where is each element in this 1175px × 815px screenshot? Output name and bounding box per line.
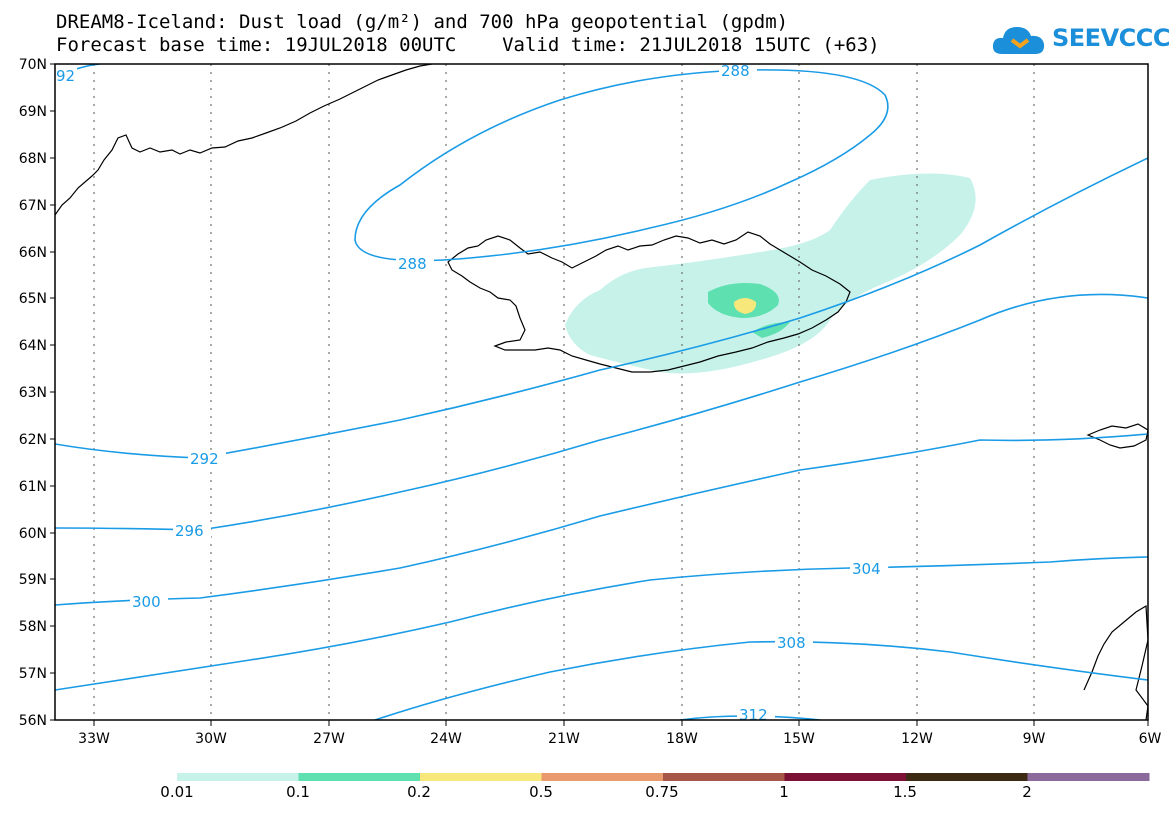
- greenland-coast: [55, 64, 433, 216]
- legend-label: 0.2: [407, 783, 431, 801]
- lat-label: 61N: [19, 479, 47, 495]
- scotland-coast: [1083, 604, 1148, 720]
- lat-label: 59N: [19, 572, 47, 588]
- coastlines: [55, 64, 1148, 720]
- lon-label: 27W: [313, 731, 345, 747]
- contour-labels: 92 288 288 292 296 300 304 308 312: [55, 62, 888, 724]
- lat-label: 63N: [19, 385, 47, 401]
- legend-label: 2: [1022, 783, 1032, 801]
- lon-label: 9W: [1023, 731, 1046, 747]
- contour-label-308: 308: [777, 634, 806, 652]
- contour-label-312: 312: [739, 706, 768, 724]
- legend-label: 1: [779, 783, 789, 801]
- lon-label: 33W: [78, 731, 110, 747]
- legend-colorbar: [177, 773, 1150, 781]
- uk-coast: [1086, 423, 1148, 449]
- dust-area-0.01: [565, 173, 976, 374]
- legend-swatch: [420, 773, 542, 781]
- latitude-labels: 70N 69N 68N 67N 66N 65N 64N 63N 62N 61N …: [19, 57, 47, 729]
- map-subtitle: Forecast base time: 19JUL2018 00UTC Vali…: [56, 34, 880, 56]
- lon-label: 18W: [666, 731, 698, 747]
- cloud-icon: [992, 27, 1045, 54]
- legend-label: 0.01: [160, 783, 193, 801]
- lat-label: 62N: [19, 432, 47, 448]
- longitude-labels: 33W 30W 27W 24W 21W 18W 15W 12W 9W 6W: [78, 731, 1161, 747]
- legend-label: 0.1: [286, 783, 310, 801]
- legend-label: 1.5: [893, 783, 917, 801]
- contour-label-304: 304: [852, 560, 881, 578]
- lat-label: 70N: [19, 57, 47, 73]
- graticule: [93, 64, 1035, 720]
- contour-304: [55, 556, 1148, 691]
- lat-label: 60N: [19, 526, 47, 542]
- lat-label: 56N: [19, 713, 47, 729]
- lat-label: 64N: [19, 338, 47, 354]
- axis-ticks: [50, 63, 1149, 726]
- legend-swatch: [906, 773, 1028, 781]
- lon-label: 30W: [195, 731, 227, 747]
- lat-label: 67N: [19, 198, 47, 214]
- logo-text: SEEVCCC: [1052, 24, 1171, 52]
- map-title: DREAM8-Iceland: Dust load (g/m²) and 700…: [56, 11, 789, 33]
- iceland-coast: [447, 231, 851, 373]
- lat-label: 68N: [19, 151, 47, 167]
- legend-swatch: [784, 773, 907, 781]
- legend-label: 0.75: [645, 783, 678, 801]
- map-frame: [54, 63, 1149, 721]
- contour-label-292: 292: [190, 450, 219, 468]
- lat-label: 65N: [19, 291, 47, 307]
- lon-label: 21W: [548, 731, 580, 747]
- contour-label-288-top: 288: [721, 62, 750, 80]
- contour-288: [354, 69, 889, 262]
- lat-label: 69N: [19, 104, 47, 120]
- contour-label-296: 296: [175, 522, 204, 540]
- dust-area-0.2: [733, 298, 757, 314]
- legend-label: 0.5: [529, 783, 553, 801]
- seevccc-logo: SEEVCCC: [990, 20, 1171, 60]
- lon-label: 15W: [783, 731, 815, 747]
- lat-label: 66N: [19, 245, 47, 261]
- contour-label-292-edge: 92: [56, 67, 75, 85]
- legend-labels: 0.01 0.1 0.2 0.5 0.75 1 1.5 2: [160, 783, 1031, 801]
- contour-308: [374, 640, 1148, 720]
- contour-label-288-left: 288: [398, 255, 427, 273]
- contour-300: [55, 433, 1148, 606]
- legend-swatch: [663, 773, 785, 781]
- lat-label: 58N: [19, 619, 47, 635]
- legend-swatch: [541, 773, 664, 781]
- legend-swatch: [298, 773, 421, 781]
- geopotential-contours: [55, 64, 1148, 720]
- legend-swatch: [1027, 773, 1150, 781]
- lat-label: 57N: [19, 666, 47, 682]
- legend-swatch: [177, 773, 299, 781]
- contour-label-300: 300: [132, 593, 161, 611]
- dust-area-0.1b: [752, 322, 790, 338]
- lon-label: 12W: [901, 731, 933, 747]
- lon-label: 6W: [1139, 731, 1162, 747]
- dust-load-field: [565, 173, 976, 374]
- lon-label: 24W: [430, 731, 462, 747]
